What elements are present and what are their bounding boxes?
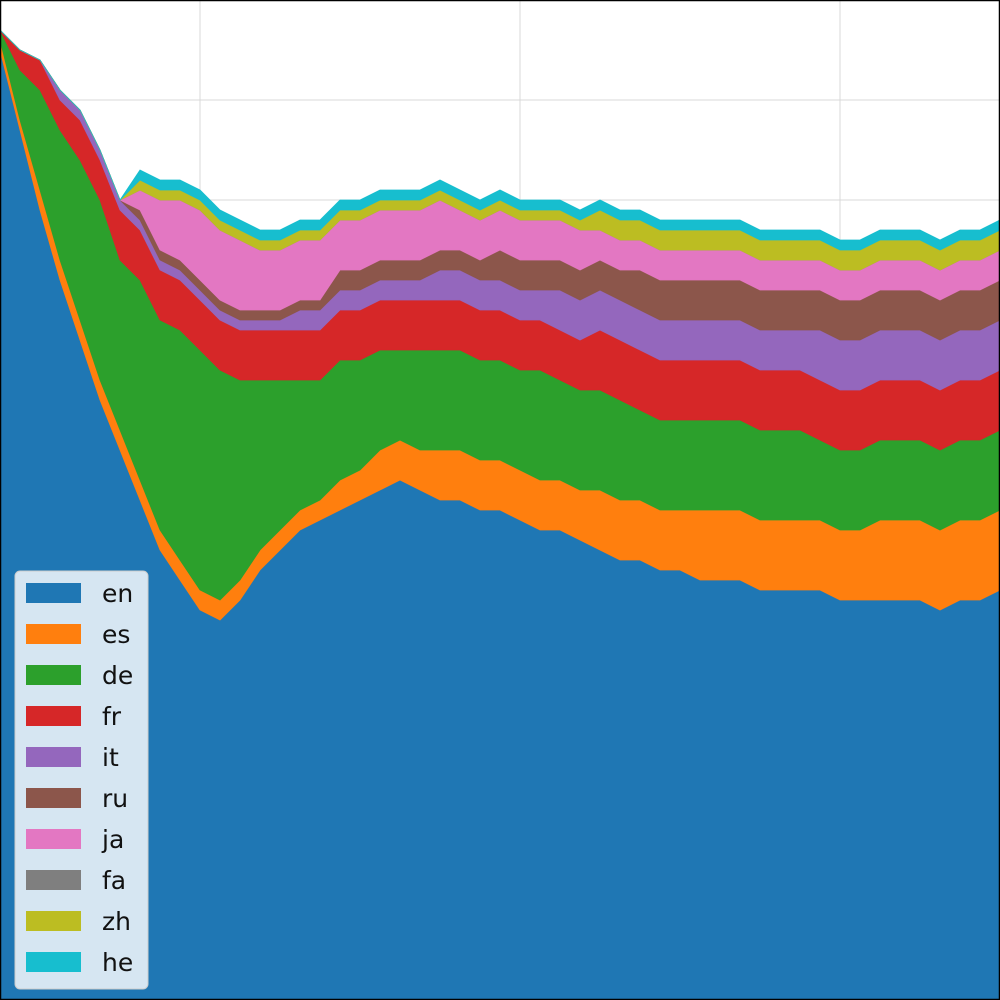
legend-label-he: he — [102, 948, 133, 977]
legend-label-fr: fr — [102, 702, 122, 731]
legend-swatch-es — [26, 624, 81, 644]
legend-swatch-fa — [26, 870, 81, 890]
legend-label-en: en — [102, 579, 133, 608]
legend-swatch-fr — [26, 706, 81, 726]
area-he — [0, 29, 1000, 251]
legend-swatch-ja — [26, 829, 81, 849]
legend-label-ja: ja — [101, 825, 124, 854]
legend-label-ru: ru — [102, 784, 128, 813]
legend-label-es: es — [102, 620, 130, 649]
legend-swatch-zh — [26, 911, 81, 931]
legend-swatch-en — [26, 583, 81, 603]
area-series-group — [0, 29, 1000, 1000]
legend-label-it: it — [102, 743, 119, 772]
legend-label-zh: zh — [102, 907, 131, 936]
legend-swatch-ru — [26, 788, 81, 808]
legend: en es de fr it ru ja fa zh he — [14, 570, 149, 990]
legend-label-fa: fa — [102, 866, 126, 895]
legend-swatch-he — [26, 952, 81, 972]
legend-label-de: de — [102, 661, 133, 690]
legend-swatch-it — [26, 747, 81, 767]
legend-swatch-de — [26, 665, 81, 685]
